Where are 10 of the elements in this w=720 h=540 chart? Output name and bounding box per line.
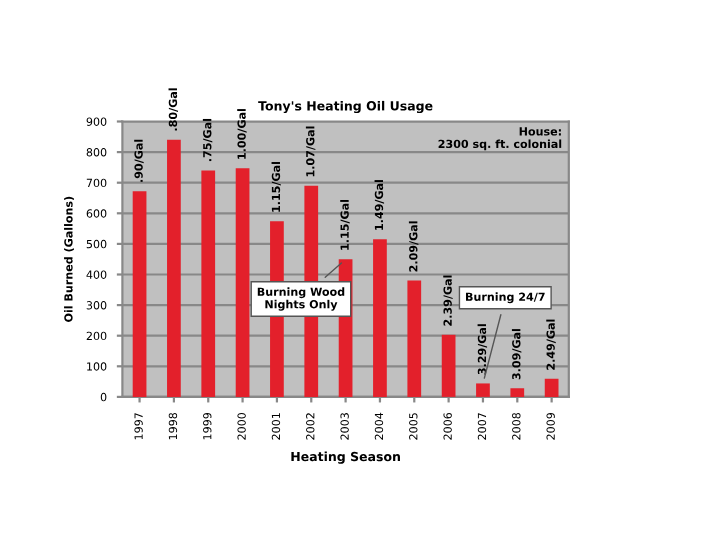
bar [510, 388, 525, 397]
bar [167, 139, 181, 397]
bar [373, 239, 387, 397]
bar [441, 334, 456, 397]
bar [407, 280, 422, 397]
bar [235, 168, 250, 397]
bar [132, 191, 147, 397]
bar [201, 170, 216, 397]
bar [544, 378, 559, 397]
bar [476, 383, 490, 397]
